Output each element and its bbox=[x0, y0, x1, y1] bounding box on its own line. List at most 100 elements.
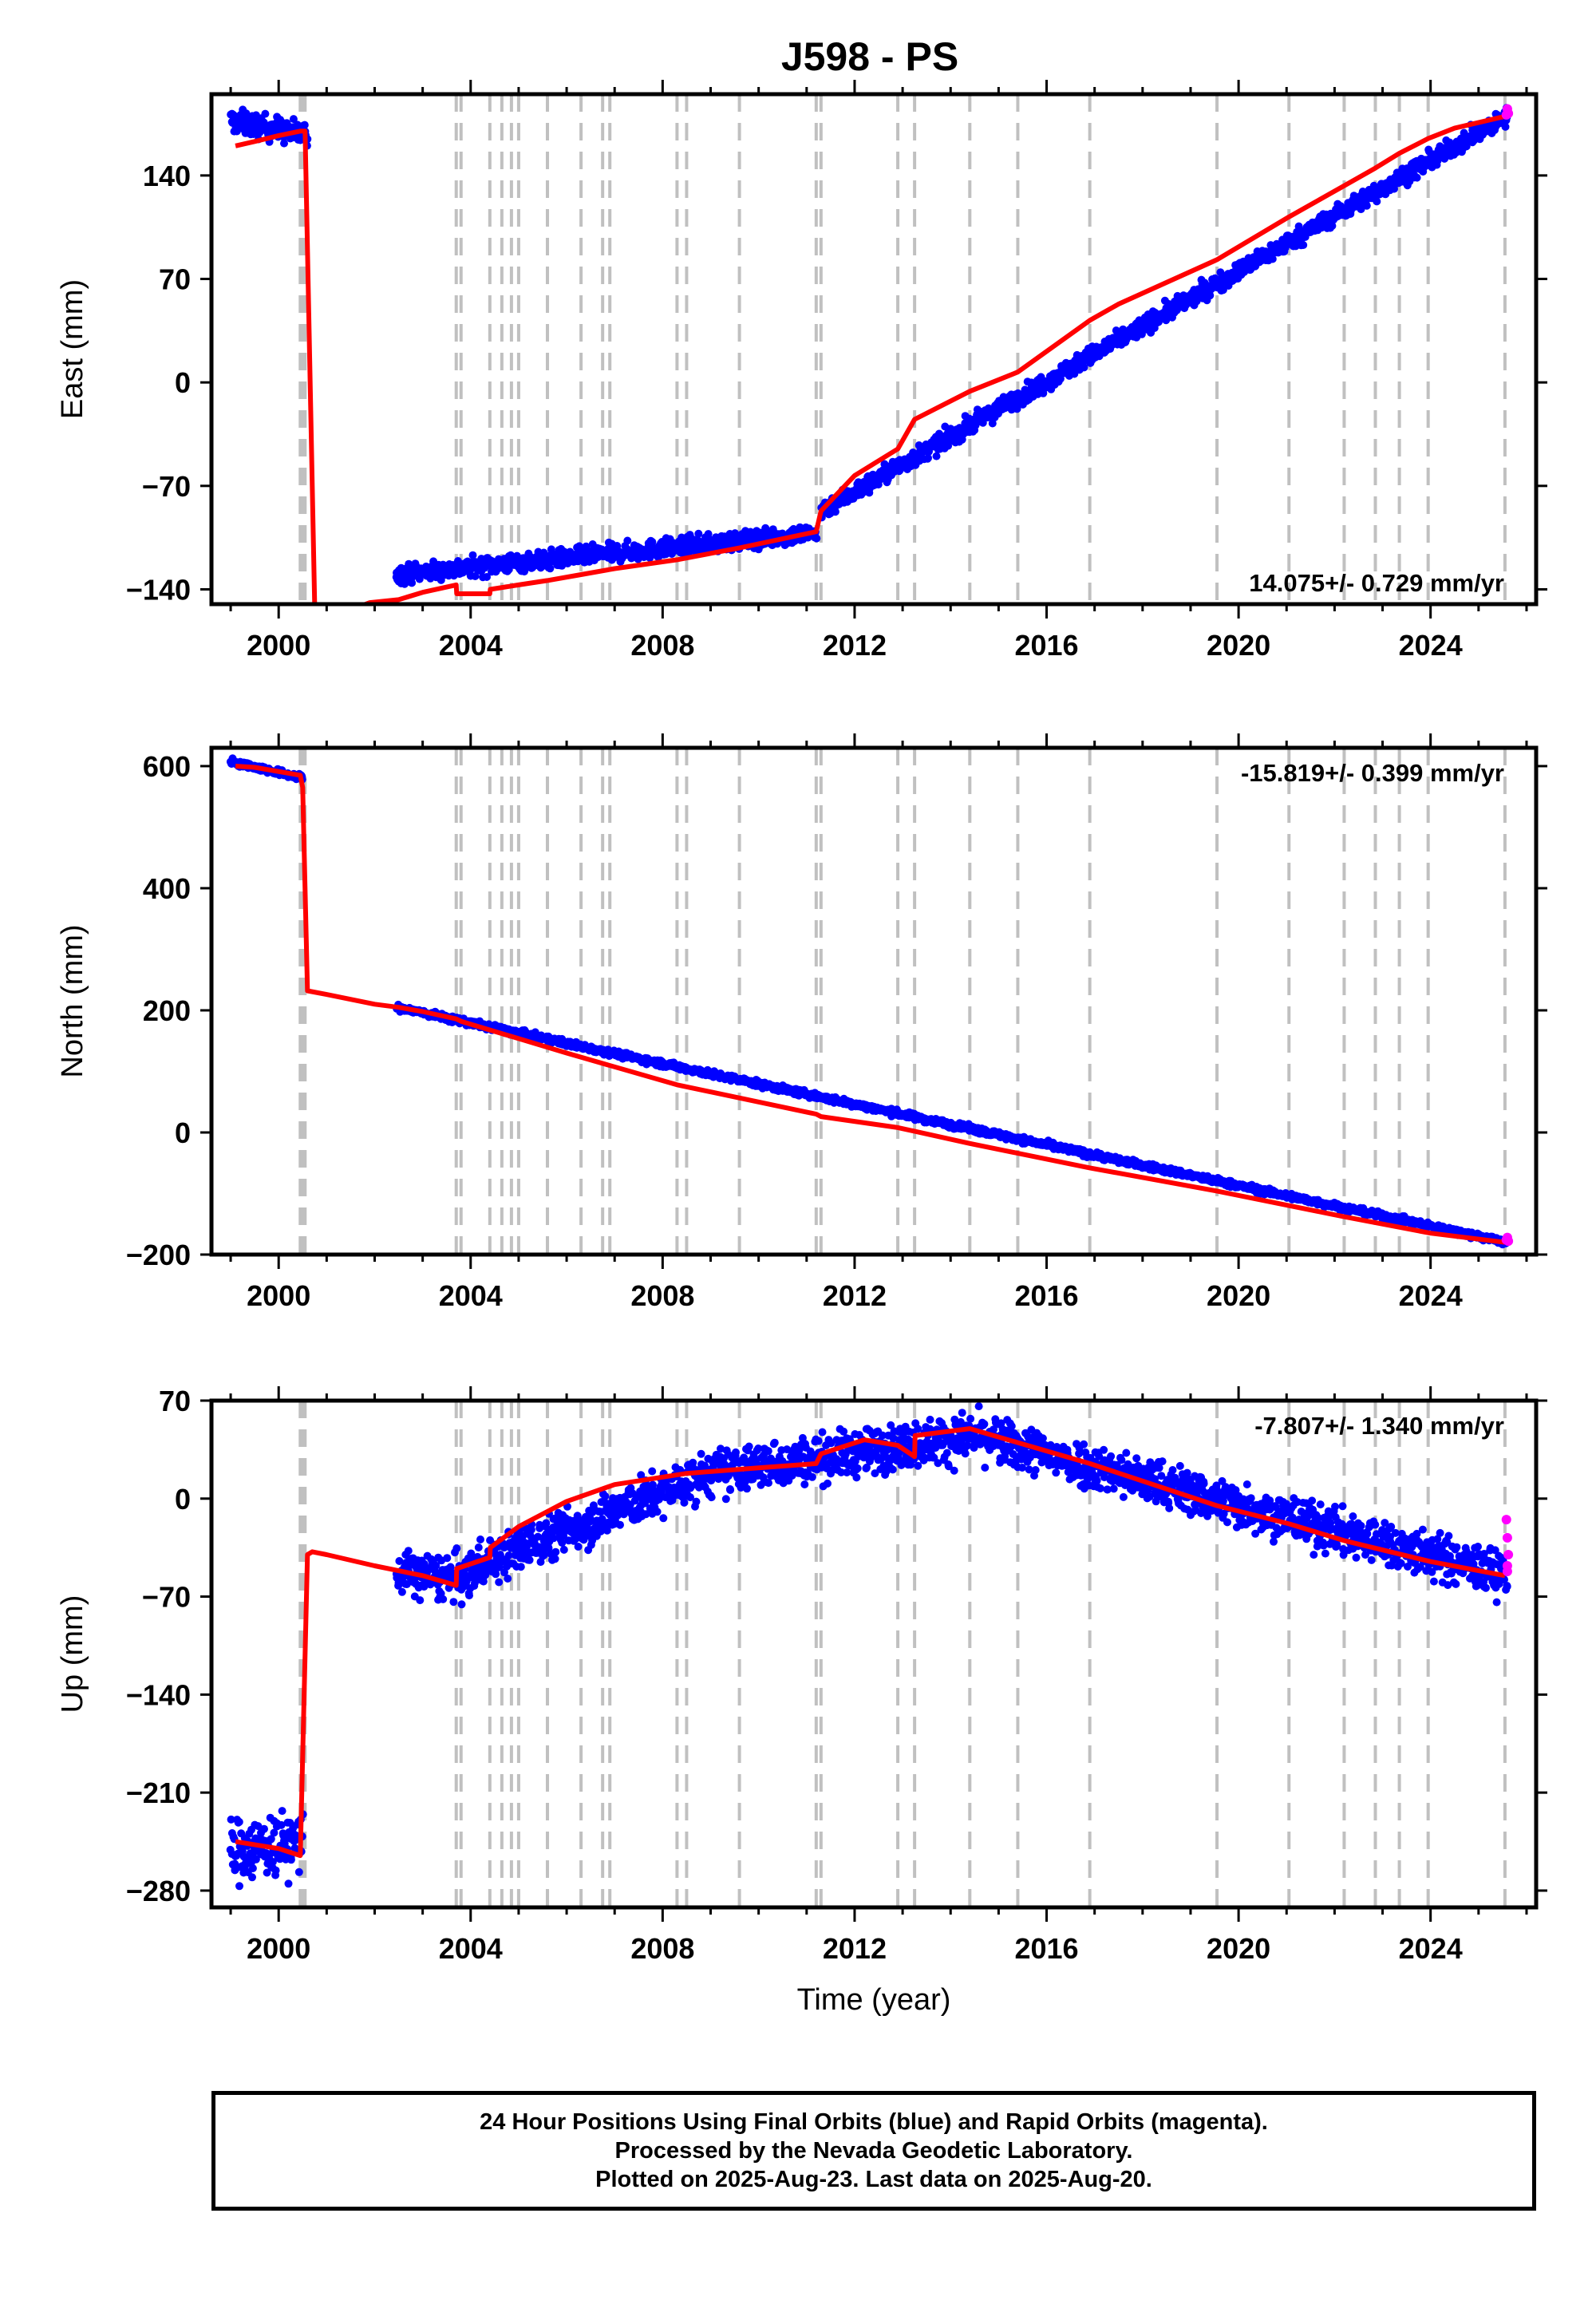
y-tick-label: −140 bbox=[126, 573, 191, 606]
data-point bbox=[260, 1824, 268, 1833]
data-point bbox=[932, 452, 941, 460]
model-line bbox=[235, 764, 1506, 1245]
data-point bbox=[483, 573, 491, 581]
x-tick-label: 2008 bbox=[630, 629, 694, 662]
data-point bbox=[1501, 122, 1510, 131]
plot-frame bbox=[209, 92, 1539, 607]
data-point bbox=[248, 1864, 257, 1872]
data-point bbox=[261, 109, 270, 118]
final-orbit-points bbox=[226, 1402, 1511, 1891]
plot-area bbox=[227, 94, 1514, 604]
y-tick-label: −70 bbox=[142, 470, 191, 503]
plot-area bbox=[226, 1401, 1514, 1907]
data-point bbox=[251, 1855, 260, 1863]
data-point bbox=[465, 1591, 473, 1600]
data-point bbox=[1206, 291, 1215, 300]
data-point bbox=[1328, 222, 1337, 230]
data-point bbox=[227, 1815, 235, 1824]
east-panel: −140 −70 0 70 140 2000 2004 2008 2012 2016 2020 202… bbox=[56, 80, 1547, 662]
data-point bbox=[439, 1595, 448, 1603]
velocity-annotation: 14.075+/- 0.729 mm/yr bbox=[1249, 569, 1504, 597]
data-point bbox=[278, 1807, 286, 1816]
data-point bbox=[1299, 241, 1308, 249]
data-point bbox=[547, 545, 555, 554]
data-point bbox=[623, 536, 632, 545]
y-axis-label: East (mm) bbox=[56, 279, 89, 419]
y-tick-label: 0 bbox=[175, 1117, 191, 1149]
x-tick-label: 2016 bbox=[1014, 1279, 1078, 1312]
x-tick-label: 2004 bbox=[439, 629, 503, 662]
data-point bbox=[831, 508, 839, 516]
data-point bbox=[443, 1554, 452, 1563]
data-point bbox=[270, 1828, 279, 1837]
model-line bbox=[235, 113, 1506, 604]
x-tick-label: 2008 bbox=[630, 1279, 694, 1312]
data-point bbox=[1373, 197, 1381, 206]
x-tick-label: 2020 bbox=[1207, 1279, 1270, 1312]
rapid-point bbox=[1503, 1236, 1514, 1247]
data-point bbox=[416, 1596, 425, 1605]
data-point bbox=[235, 1882, 243, 1891]
data-point bbox=[280, 139, 288, 148]
x-tick-label: 2020 bbox=[1207, 629, 1270, 662]
y-tick-label: 70 bbox=[159, 263, 191, 296]
data-point bbox=[694, 529, 703, 538]
data-point bbox=[235, 1817, 243, 1826]
plot-area bbox=[226, 748, 1514, 1255]
data-point bbox=[254, 1822, 263, 1831]
x-tick-label: 2000 bbox=[247, 629, 310, 662]
y-tick-label: 400 bbox=[143, 872, 191, 905]
data-point bbox=[284, 1879, 293, 1888]
x-tick-label: 2016 bbox=[1014, 629, 1078, 662]
data-point bbox=[446, 1563, 455, 1571]
data-point bbox=[1412, 173, 1421, 182]
final-orbit-points bbox=[227, 104, 1511, 588]
data-point bbox=[286, 1856, 295, 1864]
data-point bbox=[289, 115, 298, 124]
data-point bbox=[546, 564, 555, 573]
x-tick-label: 2024 bbox=[1399, 629, 1463, 662]
data-point bbox=[452, 1544, 461, 1553]
data-point bbox=[944, 441, 953, 450]
x-tick-label: 2000 bbox=[247, 1279, 310, 1312]
data-point bbox=[294, 1867, 303, 1876]
data-point bbox=[1357, 205, 1365, 214]
data-point bbox=[248, 1873, 256, 1882]
data-point bbox=[988, 419, 997, 428]
data-point bbox=[271, 1866, 280, 1875]
data-point bbox=[291, 1836, 300, 1844]
data-point bbox=[1362, 201, 1371, 210]
y-tick-label: 200 bbox=[143, 994, 191, 1027]
x-tick-label: 2024 bbox=[1399, 1279, 1463, 1312]
data-point bbox=[457, 1600, 466, 1609]
data-point bbox=[648, 538, 657, 547]
data-point bbox=[704, 530, 713, 539]
rapid-orbit-points bbox=[1501, 1232, 1514, 1247]
data-point bbox=[277, 1820, 286, 1829]
plot-frame bbox=[209, 745, 1539, 1257]
data-point bbox=[404, 1547, 413, 1555]
data-point bbox=[449, 1598, 458, 1607]
data-point bbox=[263, 1868, 271, 1877]
x-tick-label: 2012 bbox=[823, 1279, 887, 1312]
data-point bbox=[812, 534, 821, 543]
data-point bbox=[267, 1835, 275, 1844]
final-orbit-points bbox=[226, 754, 1511, 1249]
data-point bbox=[432, 1561, 440, 1570]
y-tick-label: −200 bbox=[126, 1239, 191, 1271]
y-tick-label: 0 bbox=[175, 366, 191, 399]
y-tick-label: 600 bbox=[143, 750, 191, 783]
y-axis-label: North (mm) bbox=[56, 924, 89, 1077]
data-point bbox=[1080, 363, 1088, 372]
data-point bbox=[468, 551, 477, 559]
data-point bbox=[395, 1557, 404, 1565]
rapid-point bbox=[1503, 109, 1514, 119]
data-point bbox=[1056, 374, 1065, 383]
data-point bbox=[420, 1559, 429, 1568]
data-point bbox=[924, 453, 932, 462]
y-tick-label: 140 bbox=[143, 160, 191, 192]
x-tick-label: 2012 bbox=[823, 629, 887, 662]
